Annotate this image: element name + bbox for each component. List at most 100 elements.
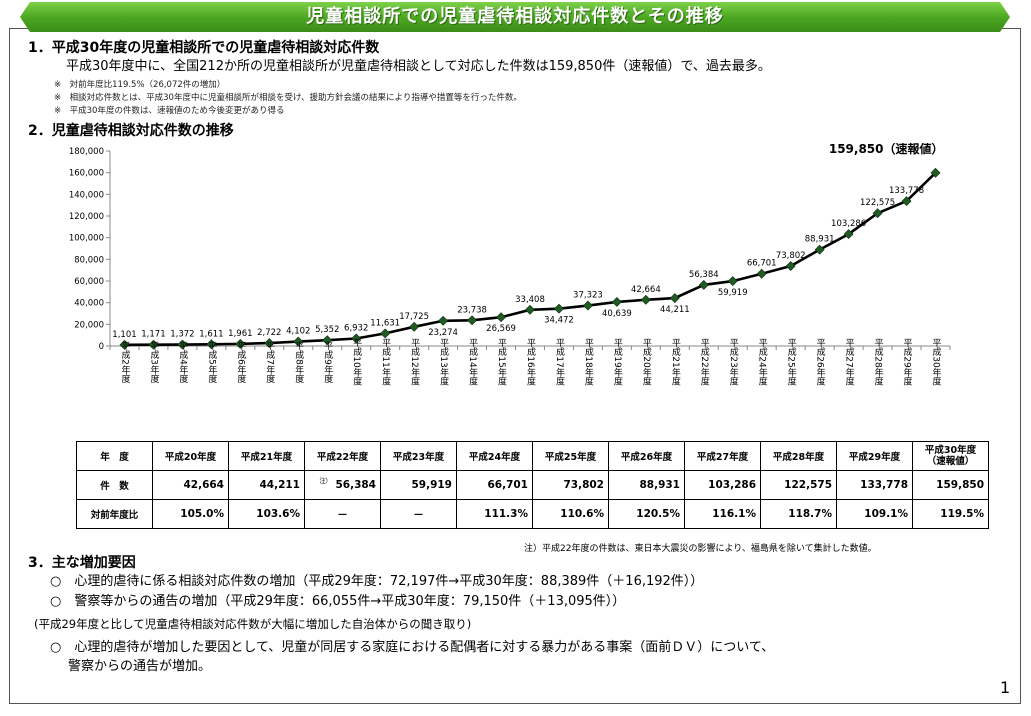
data-point <box>814 244 825 255</box>
table-count: 122,575 <box>760 470 837 500</box>
table-header-label: 年 度 <box>76 441 153 471</box>
data-label: 5,352 <box>315 325 339 335</box>
data-point <box>351 333 362 344</box>
y-tick-label: 80,000 <box>74 255 104 265</box>
data-label: 26,569 <box>486 324 516 334</box>
x-tick-label: 平成4年度 <box>177 341 188 384</box>
data-point <box>582 300 593 311</box>
data-label: 4,102 <box>286 327 310 337</box>
table-ratio: 105.0% <box>152 499 229 529</box>
data-point <box>554 303 564 314</box>
y-tick-label: 160,000 <box>69 169 104 179</box>
data-label: 73,802 <box>776 251 806 261</box>
data-point <box>901 196 912 207</box>
table-ratio: － <box>304 499 381 529</box>
data-point <box>872 208 883 219</box>
table-count: 66,701 <box>456 470 533 500</box>
x-tick-label: 平成10年度 <box>351 338 362 386</box>
table-count: 73,802 <box>532 470 609 500</box>
reason-sub-item-line1: ○ 心理的虐待が増加した要因として、児童が同居する家庭における配偶者に対する暴力… <box>50 640 775 655</box>
table-count-label: 件 数 <box>76 470 153 500</box>
data-point <box>264 338 275 349</box>
x-tick-label: 平成22年度 <box>699 338 710 386</box>
y-tick-label: 140,000 <box>69 190 104 200</box>
table-ratio: 110.6% <box>532 499 609 529</box>
x-tick-label: 平成24年度 <box>757 338 768 386</box>
reason-subheading: (平成29年度と比して児童虐待相談対応件数が大幅に増加した自治体からの聞き取り) <box>34 617 472 631</box>
data-point <box>756 268 767 279</box>
y-tick-label: 20,000 <box>74 320 104 330</box>
series-line <box>124 171 937 347</box>
data-point <box>698 279 709 290</box>
reason-sub-item-line2: 警察からの通告が増加。 <box>68 659 212 674</box>
data-point <box>409 321 420 332</box>
section3-heading: 3．主な増加要因 <box>28 555 136 571</box>
data-label: 6,932 <box>344 323 368 333</box>
data-label: 56,384 <box>689 270 719 280</box>
data-label: 44,211 <box>660 305 690 315</box>
data-point <box>322 335 333 346</box>
table-count: 159,850 <box>912 470 989 500</box>
table-year: 平成21年度 <box>228 441 305 471</box>
data-point <box>235 338 246 349</box>
count-table: 年 度 平成20年度 平成21年度 平成22年度 平成23年度 平成24年度 平… <box>76 441 989 529</box>
table-count-row: 件 数 42,664 44,211 注） 56,384 59,919 66,701… <box>76 470 989 500</box>
x-tick-label: 平成13年度 <box>438 338 449 386</box>
data-label: 23,738 <box>457 305 487 315</box>
x-tick-label: 平成14年度 <box>467 338 478 386</box>
x-tick-label: 平成8年度 <box>293 341 304 384</box>
section1-note-1: ※ 対前年度比119.5%（26,072件の増加） <box>54 80 226 90</box>
data-label: 23,274 <box>428 328 458 338</box>
table-ratio: 103.6% <box>228 499 305 529</box>
data-point <box>177 339 188 350</box>
data-point <box>119 339 130 350</box>
data-point <box>206 339 217 350</box>
reason-item-1: ○ 心理的虐待に係る相談対応件数の増加（平成29年度：72,197件→平成30年… <box>50 574 704 589</box>
y-tick-label: 100,000 <box>69 234 104 244</box>
y-tick-label: 0 <box>99 342 104 352</box>
table-year: 平成28年度 <box>760 441 837 471</box>
table-count: 42,664 <box>152 470 229 500</box>
table-year: 平成23年度 <box>380 441 457 471</box>
data-label: 33,408 <box>515 295 545 305</box>
data-label: 59,919 <box>718 288 748 298</box>
data-label: 1,101 <box>112 330 136 340</box>
table-year: 平成24年度 <box>456 441 533 471</box>
x-tick-label: 平成30年度 <box>931 338 942 386</box>
x-tick-label: 平成27年度 <box>844 338 855 386</box>
x-tick-label: 平成5年度 <box>206 341 217 384</box>
data-point <box>293 336 304 347</box>
table-year: 平成29年度 <box>836 441 913 471</box>
page-title: 児童相談所での児童虐待相談対応件数とその推移 <box>306 6 724 27</box>
y-tick-label: 40,000 <box>74 299 104 309</box>
data-point <box>785 261 796 271</box>
table-year-last-name: 平成30年度 <box>924 445 977 456</box>
table-ratio: 109.1% <box>836 499 913 529</box>
page-number: 1 <box>1000 678 1011 697</box>
x-tick-label: 平成28年度 <box>873 338 884 386</box>
y-tick-label: 120,000 <box>69 212 104 222</box>
title-banner: 児童相談所での児童虐待相談対応件数とその推移 <box>20 2 1010 32</box>
x-tick-label: 平成16年度 <box>525 338 536 386</box>
table-count: 103,286 <box>684 470 761 500</box>
data-point <box>640 294 651 305</box>
data-point <box>438 315 449 326</box>
table-ratio-label: 対前年度比 <box>76 499 153 529</box>
x-tick-label: 平成12年度 <box>409 338 420 386</box>
section2-heading: 2．児童虐待相談対応件数の推移 <box>28 123 234 139</box>
x-tick-label: 平成21年度 <box>670 338 681 386</box>
x-tick-label: 平成19年度 <box>612 338 623 386</box>
data-label: 1,961 <box>228 329 252 339</box>
x-tick-label: 平成15年度 <box>496 338 507 386</box>
table-ratio: 119.5% <box>912 499 989 529</box>
data-label: 1,611 <box>199 329 223 339</box>
x-tick-label: 平成18年度 <box>583 338 594 386</box>
section1-note-3: ※ 平成30年度の件数は、速報値のため今後変更があり得る <box>54 106 285 116</box>
x-tick-label: 平成7年度 <box>264 341 275 384</box>
table-count: 88,931 <box>608 470 685 500</box>
section1-heading: 1．平成30年度の児童相談所での児童虐待相談対応件数 <box>28 40 380 56</box>
data-point <box>467 315 478 326</box>
data-point <box>669 293 680 304</box>
data-point <box>525 304 535 315</box>
table-count-h22: 注） 56,384 <box>304 470 381 500</box>
